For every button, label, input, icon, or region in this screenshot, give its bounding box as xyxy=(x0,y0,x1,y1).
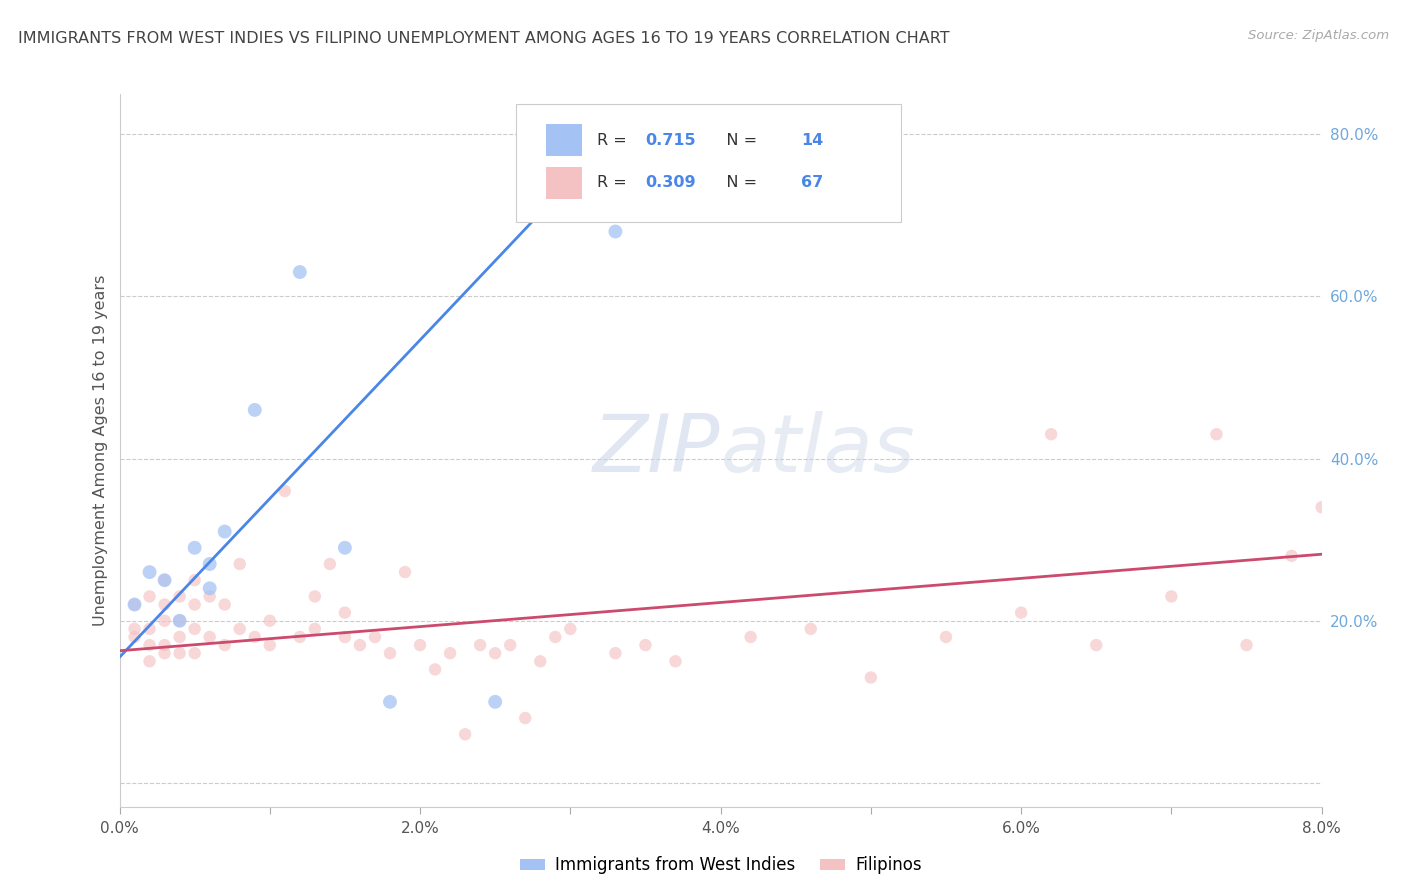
Point xyxy=(333,630,356,644)
Point xyxy=(124,630,146,644)
Point xyxy=(214,598,236,612)
Text: R =: R = xyxy=(596,176,631,190)
Point xyxy=(169,614,191,628)
Point xyxy=(259,614,281,628)
Point xyxy=(138,654,160,668)
Point xyxy=(1310,500,1333,515)
Point xyxy=(259,638,281,652)
Point xyxy=(468,638,492,652)
Point xyxy=(198,630,221,644)
Point xyxy=(228,622,252,636)
Point xyxy=(800,622,823,636)
Text: atlas: atlas xyxy=(720,411,915,490)
Point xyxy=(214,524,236,539)
Point xyxy=(423,662,446,676)
Point xyxy=(198,582,221,596)
Point xyxy=(183,646,205,660)
Point xyxy=(169,646,191,660)
Text: IMMIGRANTS FROM WEST INDIES VS FILIPINO UNEMPLOYMENT AMONG AGES 16 TO 19 YEARS C: IMMIGRANTS FROM WEST INDIES VS FILIPINO … xyxy=(18,31,950,46)
Point xyxy=(183,622,205,636)
Point xyxy=(605,225,627,239)
Y-axis label: Unemployment Among Ages 16 to 19 years: Unemployment Among Ages 16 to 19 years xyxy=(93,275,108,626)
Point xyxy=(274,483,297,498)
Point xyxy=(544,630,567,644)
Point xyxy=(288,630,311,644)
Text: N =: N = xyxy=(711,176,762,190)
Text: 14: 14 xyxy=(801,133,824,147)
Text: 0.715: 0.715 xyxy=(645,133,696,147)
Point xyxy=(515,711,537,725)
Point xyxy=(1160,590,1182,604)
Point xyxy=(333,606,356,620)
Point xyxy=(153,573,176,587)
Point xyxy=(1340,411,1362,425)
Point xyxy=(1040,427,1063,442)
Text: R =: R = xyxy=(596,133,631,147)
Point xyxy=(349,638,371,652)
Point xyxy=(409,638,432,652)
Point xyxy=(560,622,582,636)
Point xyxy=(394,565,416,579)
Point xyxy=(634,638,657,652)
Point xyxy=(319,557,342,571)
Point xyxy=(169,614,191,628)
Legend: Immigrants from West Indies, Filipinos: Immigrants from West Indies, Filipinos xyxy=(513,850,928,881)
Point xyxy=(124,598,146,612)
Bar xyxy=(547,167,582,199)
Point xyxy=(484,695,506,709)
Point xyxy=(228,557,252,571)
Point xyxy=(288,265,311,279)
Point xyxy=(935,630,957,644)
Point xyxy=(153,598,176,612)
Point xyxy=(859,671,882,685)
Text: N =: N = xyxy=(711,133,762,147)
Point xyxy=(1281,549,1303,563)
Bar xyxy=(547,124,582,156)
Text: 0.309: 0.309 xyxy=(645,176,696,190)
Point xyxy=(198,590,221,604)
Point xyxy=(138,622,160,636)
Point xyxy=(1205,427,1227,442)
Point xyxy=(304,622,326,636)
Text: 67: 67 xyxy=(801,176,824,190)
Point xyxy=(169,630,191,644)
Point xyxy=(454,727,477,741)
Point xyxy=(499,638,522,652)
Point xyxy=(664,654,686,668)
Point xyxy=(1236,638,1258,652)
Point xyxy=(138,590,160,604)
Point xyxy=(243,630,266,644)
Point xyxy=(153,646,176,660)
Point xyxy=(183,573,205,587)
Point xyxy=(605,646,627,660)
Point xyxy=(378,695,401,709)
Point xyxy=(439,646,461,660)
Point xyxy=(153,638,176,652)
Point xyxy=(183,541,205,555)
Point xyxy=(169,590,191,604)
Point xyxy=(124,622,146,636)
Text: ZIP: ZIP xyxy=(593,411,720,490)
Text: Source: ZipAtlas.com: Source: ZipAtlas.com xyxy=(1249,29,1389,42)
FancyBboxPatch shape xyxy=(516,104,901,222)
Point xyxy=(364,630,387,644)
Point xyxy=(153,614,176,628)
Point xyxy=(183,598,205,612)
Point xyxy=(214,638,236,652)
Point xyxy=(138,638,160,652)
Point xyxy=(378,646,401,660)
Point xyxy=(1010,606,1032,620)
Point xyxy=(333,541,356,555)
Point xyxy=(304,590,326,604)
Point xyxy=(153,573,176,587)
Point xyxy=(198,557,221,571)
Point xyxy=(138,565,160,579)
Point xyxy=(243,403,266,417)
Point xyxy=(1085,638,1108,652)
Point xyxy=(529,654,551,668)
Point xyxy=(740,630,762,644)
Point xyxy=(124,598,146,612)
Point xyxy=(484,646,506,660)
